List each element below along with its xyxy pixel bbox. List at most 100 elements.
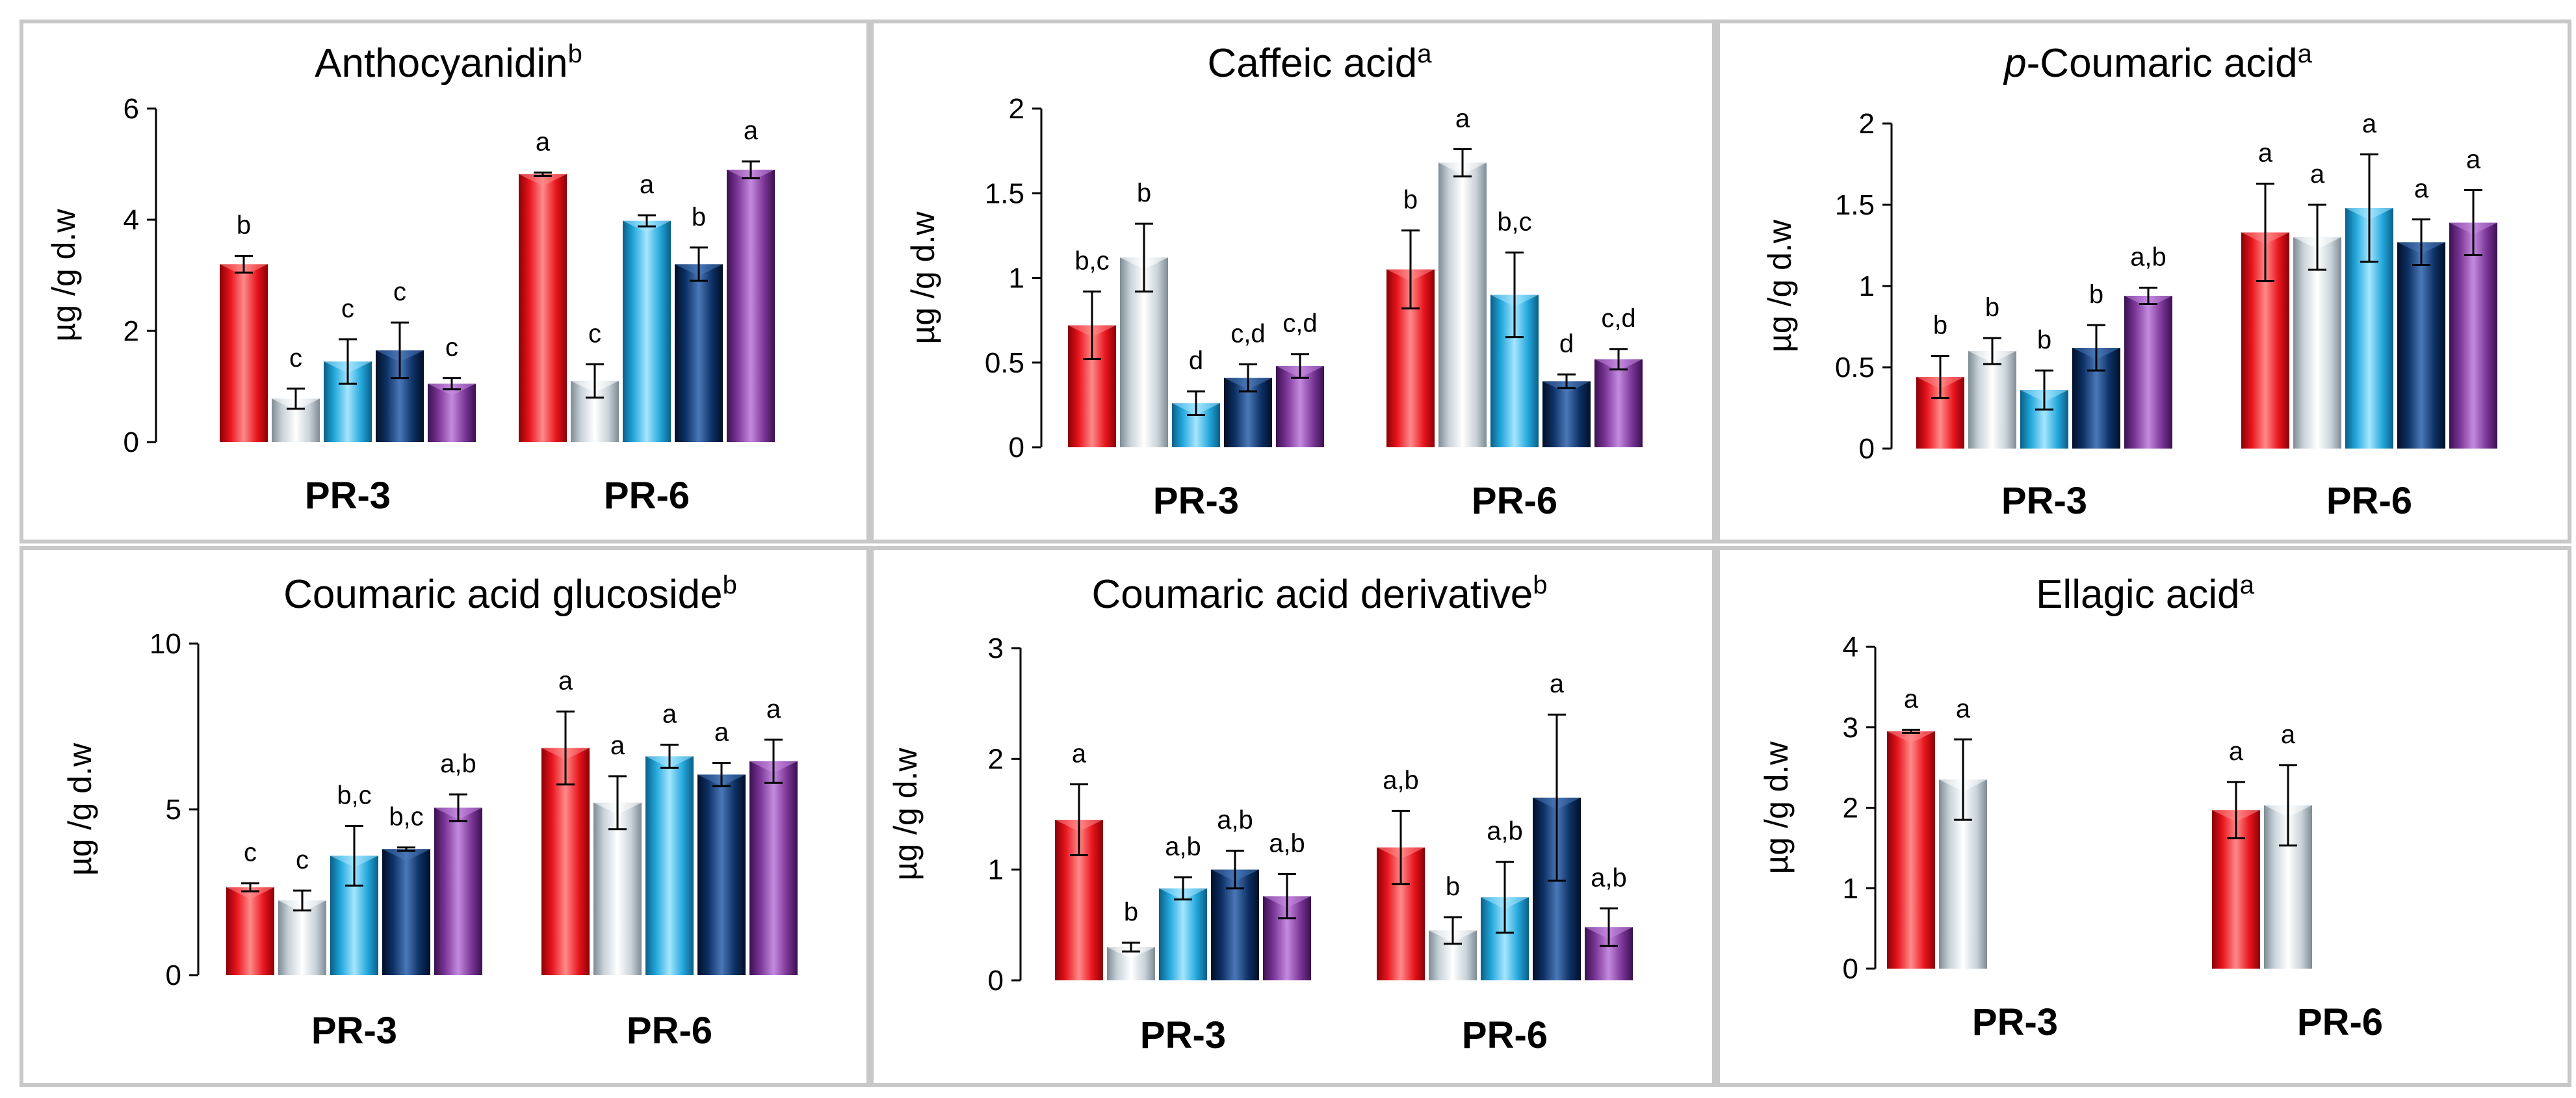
significance-label: b [2089,280,2103,309]
significance-label: c,d [1230,319,1265,348]
y-tick-label: 0 [1009,432,1024,464]
significance-label: a [1904,685,1919,713]
significance-label: a [2310,160,2325,189]
significance-label: b,c [1074,246,1109,275]
title-superscript: a [1417,40,1432,68]
chart-title: Anthocyanidinb [315,40,582,86]
y-tick-label: 2 [1859,108,1875,140]
significance-label: a,b [2130,243,2166,272]
significance-label: a,b [1269,829,1305,857]
bar [2449,222,2497,449]
significance-label: a [2414,175,2429,203]
significance-label: a [744,116,759,145]
bar [1438,163,1487,448]
bar-bevel [519,174,567,186]
bar-bevel [382,849,430,861]
significance-label: a [2281,720,2296,749]
y-tick-label: 4 [1843,631,1858,663]
significance-label: b,c [337,781,371,810]
bar [2397,242,2445,449]
significance-label: b [237,211,251,240]
bar [623,220,671,442]
significance-label: b [1985,293,1999,322]
bar [541,748,590,975]
significance-label: b [2037,326,2051,354]
bar [675,264,723,442]
y-tick-label: 10 [150,628,181,660]
chart-title: Coumaric acid derivativeb [1091,571,1547,617]
significance-label: b,c [1497,207,1531,236]
y-tick-label: 1 [988,854,1004,886]
bar [1276,365,1324,447]
title-superscript: b [723,571,737,599]
y-tick-label: 5 [166,794,181,826]
category-label: PR-6 [627,1010,712,1052]
significance-label: a [662,700,677,729]
y-tick-label: 2 [988,743,1004,775]
significance-label: a,b [1591,863,1627,892]
significance-label: c [296,846,309,874]
significance-label: a [1455,105,1470,133]
bar [645,756,694,975]
bar [1594,359,1643,447]
title-superscript: b [568,40,582,68]
significance-label: b [1933,311,1947,340]
significance-label: c,d [1282,309,1317,338]
bar [727,170,775,442]
bar [220,264,268,442]
significance-label: c [393,278,406,306]
significance-label: a [714,718,729,747]
y-axis-label: µg /g d.w [1758,741,1795,874]
bar-bevel [1107,947,1155,959]
y-tick-label: 6 [124,93,139,125]
category-label: PR-3 [305,475,391,517]
bar [749,761,798,975]
significance-label: d [1189,346,1203,375]
title-italic-prefix: p [2003,41,2026,86]
bar [1887,731,1935,969]
bar [2293,237,2341,449]
title-main: Coumaric acid glucoside [283,572,722,617]
y-axis-label: µg /g d.w [905,211,941,345]
bar [226,887,274,975]
significance-label: a [536,127,551,156]
significance-label: c [341,294,354,323]
y-tick-label: 1 [1859,270,1875,302]
significance-label: a [2466,146,2481,174]
significance-label: a [640,170,655,199]
significance-label: a [2362,110,2377,138]
y-tick-label: 2 [1009,93,1024,125]
bar [382,849,430,975]
bar [278,900,326,975]
significance-label: d [1559,330,1574,358]
bar [593,802,642,975]
significance-label: a [2229,737,2244,766]
panel-frame [870,20,1716,543]
title-main: Anthocyanidin [315,41,568,86]
y-axis-label: µg /g d.w [887,748,924,881]
significance-label: b [1446,872,1460,901]
title-main: Ellagic acid [2036,572,2240,617]
bar [2124,296,2172,449]
significance-label: a [610,731,625,760]
category-label: PR-6 [1462,1014,1548,1056]
panel-frame [1716,546,2571,1087]
significance-label: c [445,333,458,362]
chart-panel: Coumaric acid glucosideb 0 5 10 µg /g d.w c c b… [20,546,870,1087]
significance-label: b [692,203,706,231]
y-tick-label: 3 [988,633,1004,664]
category-label: PR-3 [1972,1001,2058,1043]
y-tick-label: 0 [166,960,181,991]
y-tick-label: 1 [1843,872,1858,904]
significance-label: c,d [1601,304,1635,333]
significance-label: a,b [1165,833,1201,861]
category-label: PR-6 [2297,1001,2383,1043]
significance-label: a [558,667,573,696]
title-main: Caffeic acid [1207,41,1417,86]
significance-label: a [1072,740,1087,768]
significance-label: a,b [1217,806,1253,835]
significance-label: b [1403,186,1418,215]
chart-title: Ellagic acida [2036,571,2255,617]
y-axis-label: µg /g d.w [46,209,82,342]
